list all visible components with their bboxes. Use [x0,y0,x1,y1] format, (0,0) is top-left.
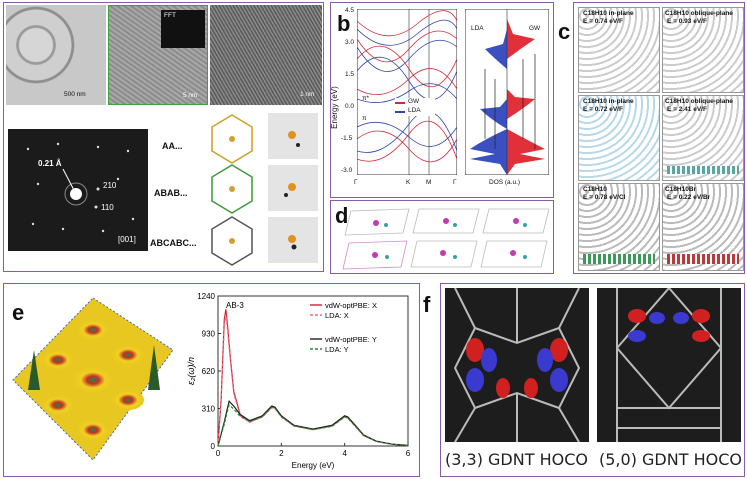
xtick-label: 4 [342,449,347,458]
band-structure-plot [357,9,457,175]
stacking-abcabc-label: ABCABC... [150,238,197,248]
saed-dots [26,142,135,233]
ytick-neg3.0: -3.0 [341,167,353,174]
saed-reflection-110: 110 [101,203,114,212]
x-axis-label: Energy (eV) [292,461,335,470]
band-label-pi-star: π* [362,95,370,102]
fft-inset: FFT [161,10,205,48]
gdnt-33-caption: (3,3) GDNT HOCO [445,450,588,469]
saed-pattern: 0.21 Å 210 110 [001] [8,129,148,251]
xtick-k: K [406,179,411,186]
xtick-m: M [426,179,432,186]
c-cell-6: C18H10Br E = 0.22 eV/Br [662,183,744,271]
panel-c: c C18H10 in-plane E = 0.74 eV/F C18H10 o… [556,2,745,274]
gdnt-33-structure [453,288,581,442]
panel-c-label: c [556,19,573,44]
xtick-label: 0 [216,449,221,458]
hrtem-image: 1 nm [210,5,322,105]
c-cell-4-energy: E = 2.41 eV/F [667,106,707,113]
saed-d-spacing: 0.21 Å [38,159,62,168]
panel-a: a 500 nm FFT 5 nm 1 nm 0.21 Å 210 110 [0… [3,2,324,272]
fft-label: FFT [164,12,176,19]
c-cell-1-name: C18H10 in-plane [583,10,634,17]
c-cell-5-energy: E = 0.78 eV/Cl [583,194,626,201]
panel-b-label: b [337,11,351,36]
c-cell-2: C18H10 oblique-plane E = 0.93 eV/F [662,7,744,93]
xtick-label: 6 [406,449,411,458]
panel-f: f (3,3) GDNT HOCO (5,0) GDNT HOCO [421,283,745,477]
ytick-label: 620 [202,367,216,376]
ytick-label: 930 [202,330,216,339]
c-cell-1: C18H10 in-plane E = 0.74 eV/F [578,7,660,93]
stacking-abab-label: ABAB... [154,188,188,198]
c-cell-2-name: C18H10 oblique-plane [665,10,733,17]
ytick-label: 1240 [197,292,215,301]
gdnt-33-image [445,288,589,442]
ytick-1.5: 1.5 [345,71,355,78]
ytick-label: 310 [202,405,216,414]
c-cell-5-name: C18H10 [583,186,607,193]
tem-scalebar-1: 500 nm [64,91,86,98]
c-cell-2-energy: E = 0.93 eV/F [667,18,707,25]
c-cell-4-name: C18H10 oblique-plane [665,98,733,105]
c-cell-3: C18H10 in-plane E = 0.72 eV/F [578,95,660,181]
band-legend: GW LDA [395,98,435,116]
tem-mid-image: FFT 5 nm [108,5,208,105]
gdnt-50-structure [616,288,722,442]
ytick-3.0: 3.0 [345,39,355,46]
c-cell-3-name: C18H10 in-plane [583,98,634,105]
c-cell-6-energy: E = 0.22 eV/Br [667,194,711,201]
series-line-3 [217,403,409,447]
panel-e-label: e [12,300,25,325]
dos-xlabel: DOS (a.u.) [489,179,521,186]
panel-d-structures [342,208,550,270]
xtick-gamma-2: Γ [453,179,457,186]
plot-frame [217,295,409,447]
legend-entry-2: vdW-optPBE: Y [325,335,377,344]
legend-gw: GW [408,98,420,105]
c-cell-4: C18H10 oblique-plane E = 2.41 eV/F [662,95,744,181]
legend-lda: LDA [408,107,421,114]
c-cell-1-energy: E = 0.74 eV/F [583,18,623,25]
xtick-gamma-1: Γ [354,179,358,186]
legend-entry-0: vdW-optPBE: X [325,301,377,310]
ytick-4.5: 4.5 [345,7,355,14]
saed-zone-axis: [001] [118,235,136,244]
panel-d: d [330,200,554,274]
panel-c-grid: C18H10 in-plane E = 0.74 eV/F C18H10 obl… [578,7,744,271]
saed-reflection-210: 210 [103,181,117,190]
dos-plot [465,9,549,175]
legend-entry-3: LDA: Y [325,345,349,354]
ytick-label: 0 [211,442,216,451]
dos-label-lda: LDA [471,25,484,32]
gdnt-50-image [597,288,741,442]
band-label-pi: π [362,115,367,122]
chart-title: AB-3 [226,301,244,310]
panel-b: b Energy (eV) 4.5 3.0 1.5 0.0 -1.5 -3.0 … [330,2,554,198]
series-line-2 [217,399,409,447]
panel-f-label: f [421,292,433,317]
gdnt-50-caption: (5,0) GDNT HOCO [599,450,742,469]
xtick-label: 2 [279,449,284,458]
dielectric-chart: 1240 930 620 310 00 2 4 6 Energy (eV) ε₂(ω)/n AB-3… [186,292,411,470]
y-axis-label: ε₂(ω)/n [186,357,196,385]
legend-entry-1: LDA: X [325,311,349,320]
tem-low-mag-image: 500 nm [6,5,106,105]
c-cell-5: C18H10 E = 0.78 eV/Cl [578,183,660,271]
dos-label-gw: GW [529,25,541,32]
ytick-neg1.5: -1.5 [341,135,353,142]
stacking-models [211,113,318,266]
stacking-aa-label: AA... [162,141,183,151]
tem-scalebar-2: 5 nm [183,92,198,99]
panel-d-label: d [335,203,349,228]
ytick-0.0: 0.0 [345,103,355,110]
c-cell-3-energy: E = 0.72 eV/F [583,106,623,113]
panel-e: e 1240 930 620 310 0 0 2 4 6 Energy (eV) ε₂(ω)/n AB… [3,283,420,477]
surface-plot [12,297,174,461]
band-ylabel: Energy (eV) [329,86,339,129]
c-cell-6-name: C18H10Br [665,186,697,193]
tem-scalebar-3: 1 nm [300,91,315,98]
